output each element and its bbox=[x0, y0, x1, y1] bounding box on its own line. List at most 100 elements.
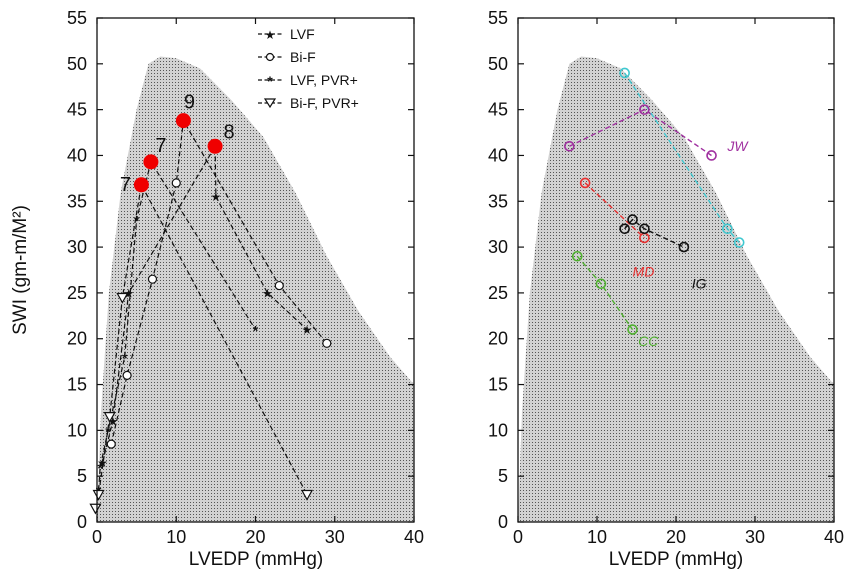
y-tick-label: 35 bbox=[488, 191, 508, 211]
series-lvf-pvr-point: * bbox=[105, 423, 111, 439]
series-lvf-point: ★ bbox=[262, 286, 273, 300]
series-lvf-point: ★ bbox=[302, 323, 313, 337]
case-ig-point bbox=[619, 223, 630, 235]
y-axis-label: SWI (gm-m/M²) bbox=[10, 205, 31, 335]
series-bi-f-pvr-peak-marker bbox=[133, 177, 149, 193]
case-unlabeled-1-point bbox=[619, 67, 630, 79]
legend-item-bif-pvr: Bi-F, PVR+ bbox=[258, 95, 359, 111]
y-tick-label: 40 bbox=[67, 145, 87, 165]
case-unlabeled-1-point bbox=[733, 237, 745, 248]
series-lvf-pvr-point: * bbox=[97, 460, 103, 476]
y-tick-label: 45 bbox=[67, 100, 87, 120]
case-jw-label: JW bbox=[726, 138, 749, 154]
series-bi-f-pvr-point bbox=[103, 412, 116, 423]
case-ig-label: IG bbox=[692, 275, 707, 291]
right-panel: JW MD IG CC 0 5 10 15 20 25 30 35 40 45 50 55 0 10 20 30 4… bbox=[488, 8, 844, 570]
case-md-point bbox=[579, 177, 591, 189]
series-lvf-pvr-peak-label: 7 bbox=[155, 135, 166, 157]
y-tick-label: 20 bbox=[67, 329, 87, 349]
x-tick-label: 0 bbox=[92, 527, 102, 547]
series-lvf-line bbox=[101, 144, 308, 463]
x-tick-label: 10 bbox=[587, 527, 607, 547]
y-ticks: 0 5 10 15 20 25 30 35 40 45 50 55 bbox=[488, 8, 834, 532]
case-jw-point bbox=[706, 150, 717, 161]
y-tick-label: 30 bbox=[67, 237, 87, 257]
series-bi-f-point bbox=[106, 439, 116, 449]
x-axis-label: LVEDP (mmHg) bbox=[609, 549, 743, 570]
y-tick-label: 50 bbox=[488, 54, 508, 74]
series-lvf-point: ★ bbox=[210, 190, 221, 204]
case-md-line bbox=[584, 182, 645, 239]
case-cc-line bbox=[576, 255, 634, 330]
case-cc-point bbox=[595, 278, 607, 290]
case-md-label: MD bbox=[633, 263, 655, 279]
x-tick-label: 30 bbox=[325, 527, 345, 547]
x-tick-label: 10 bbox=[166, 527, 186, 547]
y-tick-label: 5 bbox=[77, 466, 87, 486]
series-bi-f-point bbox=[171, 178, 181, 188]
series-bi-f-pvr-peak-label: 7 bbox=[120, 174, 131, 196]
y-tick-label: 10 bbox=[67, 420, 87, 440]
series-bi-f-pvr-point bbox=[300, 489, 314, 501]
y-tick-label: 55 bbox=[488, 8, 508, 28]
case-jw-point bbox=[639, 104, 650, 115]
series-lvf-pvr-point: * bbox=[134, 213, 140, 229]
series-lvf-point: ★ bbox=[107, 415, 118, 429]
case-jw-point bbox=[564, 140, 575, 152]
star-icon: ★ bbox=[265, 28, 276, 42]
series-markers: ★★★★★★****** bbox=[89, 178, 332, 515]
y-tick-label: 10 bbox=[488, 420, 508, 440]
y-tick-label: 20 bbox=[488, 329, 508, 349]
case-lines bbox=[569, 72, 740, 330]
y-ticks: 0 5 10 15 20 25 30 35 40 45 50 55 bbox=[67, 8, 414, 532]
series-bi-f-pvr-point bbox=[89, 503, 102, 515]
y-tick-label: 25 bbox=[488, 283, 508, 303]
series-lvf-pvr-point: * bbox=[122, 350, 128, 366]
series-bi-f-point bbox=[122, 370, 132, 380]
series-bi-f-peak-label: 9 bbox=[184, 92, 195, 114]
x-tick-label: 20 bbox=[245, 527, 265, 547]
case-ig-point bbox=[678, 241, 690, 253]
case-ig-point bbox=[639, 223, 650, 235]
legend-label-bif-pvr: Bi-F, PVR+ bbox=[290, 95, 359, 111]
case-labels: JW MD IG CC bbox=[633, 138, 750, 349]
series-lvf-point: ★ bbox=[97, 456, 108, 470]
case-jw-line bbox=[569, 108, 712, 157]
y-tick-label: 15 bbox=[488, 375, 508, 395]
y-tick-label: 35 bbox=[67, 191, 87, 211]
y-tick-label: 50 bbox=[67, 54, 87, 74]
shaded-region bbox=[97, 56, 414, 522]
case-ig-line bbox=[624, 218, 685, 248]
x-tick-label: 30 bbox=[745, 527, 765, 547]
series-bi-f-peak-marker bbox=[175, 113, 191, 129]
series-lvf-pvr-point: * bbox=[253, 323, 259, 339]
x-ticks: 0 10 20 30 40 bbox=[513, 18, 844, 547]
series-bi-f-point bbox=[322, 338, 332, 348]
case-unlabeled-1-point bbox=[722, 223, 733, 235]
y-tick-label: 55 bbox=[67, 8, 87, 28]
legend: ★ LVF Bi-F * LVF, PVR+ Bi-F, PVR+ bbox=[258, 26, 359, 111]
series-lvf-peak-marker bbox=[207, 138, 223, 154]
series-lvf-peak-label: 8 bbox=[224, 121, 235, 143]
series-lvf-point: ★ bbox=[123, 286, 134, 300]
x-axis-label: LVEDP (mmHg) bbox=[189, 549, 323, 570]
x-tick-label: 40 bbox=[404, 527, 424, 547]
case-markers bbox=[564, 67, 745, 335]
x-tick-label: 20 bbox=[666, 527, 686, 547]
case-cc-point bbox=[627, 324, 638, 335]
series-bi-f-point bbox=[147, 274, 158, 284]
y-tick-label: 45 bbox=[488, 100, 508, 120]
y-tick-label: 0 bbox=[498, 512, 508, 532]
x-tick-label: 0 bbox=[513, 527, 523, 547]
y-tick-label: 40 bbox=[488, 145, 508, 165]
shaded-region bbox=[518, 56, 834, 522]
series-bi-f-pvr-point bbox=[92, 489, 105, 501]
legend-label-lvf-pvr: LVF, PVR+ bbox=[290, 72, 358, 88]
case-unlabeled-1-line bbox=[624, 72, 740, 243]
legend-item-bif: Bi-F bbox=[258, 49, 316, 65]
series-lvf-pvr-peak-marker bbox=[143, 154, 159, 170]
x-ticks: 0 10 20 30 40 bbox=[92, 18, 424, 547]
